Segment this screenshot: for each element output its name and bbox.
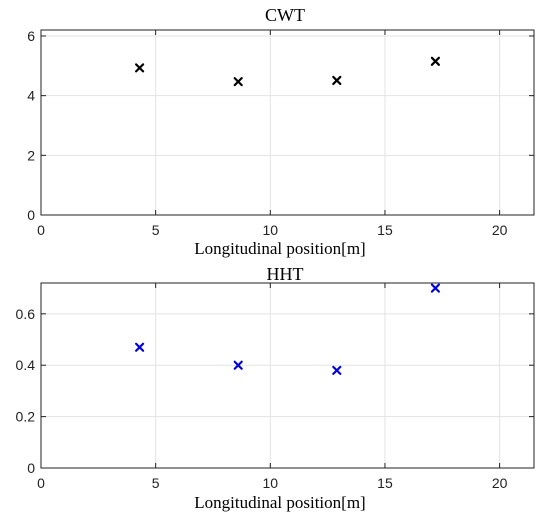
data-points — [135, 283, 440, 375]
x-axis-label: Longitudinal position[m] — [194, 493, 365, 512]
x-tick-label: 0 — [37, 222, 45, 238]
data-points — [135, 56, 440, 87]
x-tick-label: 5 — [152, 475, 160, 491]
x-tick-label: 10 — [263, 222, 279, 238]
x-tick-label: 15 — [377, 222, 393, 238]
y-axis-ticks: 0 2 4 6 — [27, 28, 534, 223]
data-point-marker — [233, 77, 243, 87]
data-point-marker — [332, 75, 342, 86]
subplot-cwt: CWT 0 5 10 15 20 0 2 4 6 Longitudinal position[… — [27, 5, 535, 258]
x-axis-ticks: 0 5 10 15 20 — [37, 30, 508, 238]
chart-title: CWT — [265, 5, 305, 25]
data-point-marker — [135, 342, 145, 352]
axes-frame — [40, 282, 535, 469]
x-axis-ticks: 0 5 10 15 20 — [37, 283, 508, 491]
y-tick-label: 0 — [27, 460, 35, 476]
data-point-marker — [430, 283, 440, 293]
y-tick-label: 0 — [27, 207, 35, 223]
y-tick-label: 0.4 — [16, 357, 36, 373]
x-axis-label: Longitudinal position[m] — [194, 239, 365, 258]
x-tick-label: 20 — [492, 222, 508, 238]
y-tick-label: 0.6 — [16, 306, 36, 322]
y-tick-label: 2 — [27, 147, 35, 163]
grid — [41, 283, 534, 468]
x-tick-label: 10 — [263, 475, 279, 491]
data-point-marker — [430, 56, 440, 66]
subplot-hht: HHT 0 5 10 15 20 0 0.2 0.4 0.6 Longitudinal pos… — [16, 264, 535, 512]
y-tick-label: 0.2 — [16, 409, 36, 425]
y-axis-ticks: 0 0.2 0.4 0.6 — [16, 306, 534, 476]
chart-title: HHT — [267, 264, 304, 284]
data-point-marker — [135, 63, 145, 73]
x-tick-label: 20 — [492, 475, 508, 491]
y-tick-label: 4 — [27, 88, 35, 104]
axes-frame — [40, 29, 535, 216]
data-point-marker — [332, 365, 342, 375]
y-tick-label: 6 — [27, 28, 35, 44]
grid — [41, 30, 534, 215]
x-tick-label: 5 — [152, 222, 160, 238]
x-tick-label: 0 — [37, 475, 45, 491]
data-point-marker — [233, 360, 243, 370]
x-tick-label: 15 — [377, 475, 393, 491]
